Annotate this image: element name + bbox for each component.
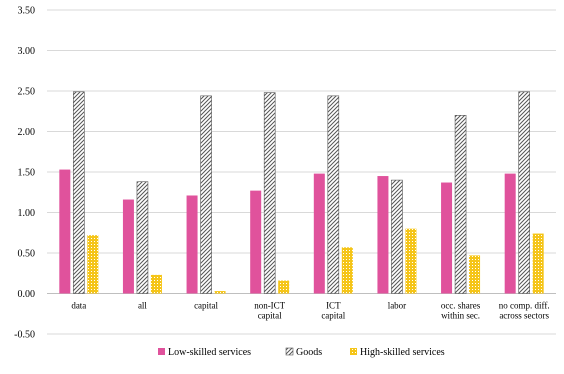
x-category-label: capital (321, 311, 345, 321)
bars (59, 91, 544, 294)
bar-low-skilled-services-7 (504, 173, 516, 294)
y-tick-label: 2.50 (18, 87, 36, 98)
x-category-label: capital (258, 311, 282, 321)
bar-high-skilled-services-3 (278, 280, 290, 294)
bar-low-skilled-services-2 (186, 195, 198, 294)
x-category-label: all (138, 301, 147, 311)
bar-low-skilled-services-6 (441, 182, 453, 294)
bar-goods-5 (391, 179, 403, 294)
x-category-label: non-ICT (254, 301, 285, 311)
bar-low-skilled-services-3 (250, 190, 262, 294)
bar-goods-4 (327, 95, 340, 294)
y-tick-label: 0.00 (18, 289, 36, 300)
bar-low-skilled-services-5 (377, 176, 389, 294)
bar-low-skilled-services-0 (59, 169, 71, 294)
legend-swatch (158, 348, 165, 355)
y-tick-label: 3.00 (18, 46, 36, 57)
legend-label: Goods (296, 347, 322, 358)
bar-low-skilled-services-1 (122, 199, 134, 294)
x-category-label: no comp. diff. (499, 301, 550, 311)
bar-high-skilled-services-4 (341, 247, 353, 294)
bar-high-skilled-services-5 (405, 228, 417, 294)
bar-goods-7 (518, 91, 530, 294)
bar-high-skilled-services-7 (532, 233, 544, 294)
y-tick-label: 1.50 (18, 168, 36, 179)
x-category-label: capital (194, 301, 218, 311)
x-category-label: within sec. (441, 311, 480, 321)
bar-goods-3 (263, 92, 276, 294)
bar-goods-1 (136, 181, 149, 294)
y-axis-tick-labels: 3.50 3.00 2.50 2.00 1.50 1.00 0.50 0.00 -0.50 (14, 6, 35, 341)
y-tick-label: 3.50 (18, 6, 36, 17)
bar-goods-2 (200, 95, 212, 294)
legend-swatch (350, 348, 357, 355)
x-category-label: data (71, 301, 86, 311)
bar-high-skilled-services-0 (87, 235, 99, 294)
legend: Low-skilled services Goods High-skilled se… (158, 347, 445, 358)
x-category-label: occ. shares (441, 301, 481, 311)
legend-label: Low-skilled services (168, 347, 251, 358)
x-axis-category-labels: data all capital non-ICTcapitalICTcapitalla… (71, 301, 549, 321)
bar-high-skilled-services-2 (214, 291, 226, 294)
bar-high-skilled-services-1 (150, 274, 162, 294)
y-tick-label: -0.50 (14, 330, 35, 341)
bar-goods-0 (73, 91, 85, 294)
legend-swatch (285, 347, 294, 356)
y-tick-label: 0.50 (18, 249, 36, 260)
x-category-label: labor (388, 301, 407, 311)
bar-high-skilled-services-6 (469, 255, 481, 294)
y-tick-label: 2.00 (18, 127, 36, 138)
bar-low-skilled-services-4 (313, 173, 325, 294)
bar-goods-6 (454, 115, 467, 294)
x-category-label: across sectors (499, 311, 549, 321)
y-tick-label: 1.00 (18, 208, 36, 219)
legend-label: High-skilled services (360, 347, 445, 358)
x-category-label: ICT (326, 301, 341, 311)
